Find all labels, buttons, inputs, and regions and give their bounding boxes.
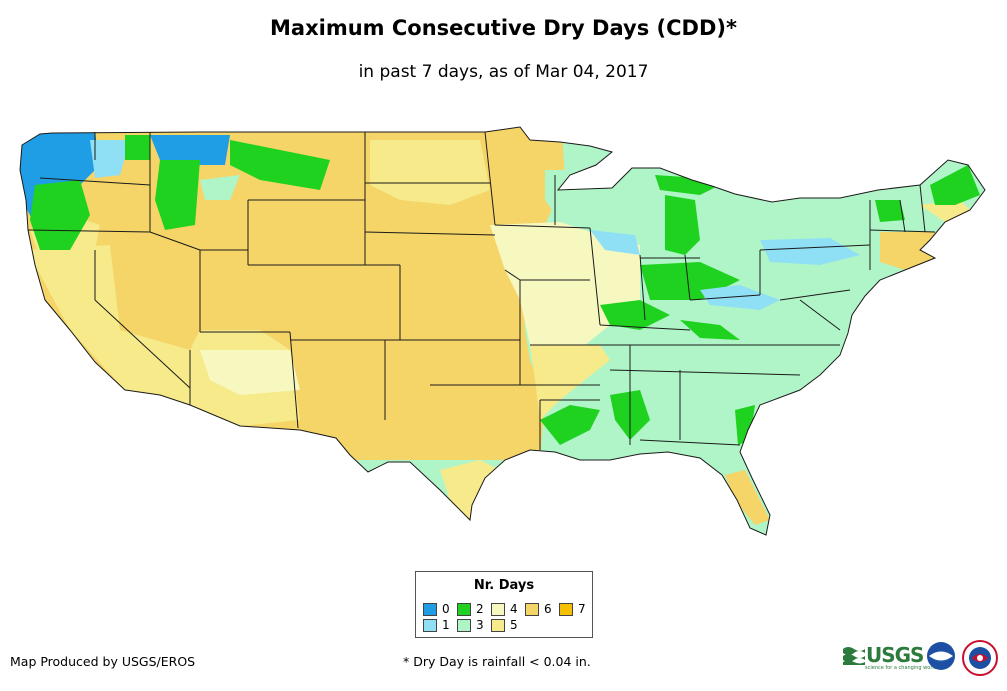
legend-label-0: 0: [442, 602, 450, 616]
legend-label-4: 4: [510, 602, 518, 616]
usgs-wave-icon: [843, 647, 865, 665]
legend-swatch-1: [423, 618, 437, 632]
legend-swatch-3: [457, 618, 471, 632]
legend-label-5: 5: [510, 618, 518, 632]
dry-day-footnote: * Dry Day is rainfall < 0.04 in.: [403, 654, 591, 669]
legend-item-3: 3: [457, 618, 484, 632]
legend-swatch-6: [525, 602, 539, 616]
usgs-tagline: science for a changing world: [865, 665, 937, 671]
legend-title: Nr. Days: [473, 578, 535, 593]
map-subtitle: in past 7 days, as of Mar 04, 2017: [358, 62, 649, 82]
legend: Nr. Days 0 1 2 3 4 5 6 7: [415, 571, 593, 638]
legend-swatch-4: [491, 602, 505, 616]
usgs-logo: USGS science for a changing world: [843, 643, 937, 671]
map-title: Maximum Consecutive Dry Days (CDD)*: [270, 16, 737, 40]
legend-label-6: 6: [544, 602, 552, 616]
legend-label-2: 2: [476, 602, 484, 616]
legend-item-1: 1: [423, 618, 450, 632]
legend-swatch-7: [559, 602, 573, 616]
legend-label-1: 1: [442, 618, 450, 632]
legend-label-7: 7: [578, 602, 586, 616]
legend-swatch-5: [491, 618, 505, 632]
cdd-raster: [20, 127, 985, 535]
legend-item-5: 5: [491, 618, 518, 632]
nws-logo-icon: [962, 640, 998, 676]
noaa-logo-icon: [927, 642, 955, 670]
legend-label-3: 3: [476, 618, 484, 632]
legend-swatch-2: [457, 602, 471, 616]
legend-swatch-0: [423, 602, 437, 616]
legend-item-7: 7: [559, 602, 586, 616]
usgs-wordmark: USGS: [866, 643, 924, 667]
legend-item-4: 4: [491, 602, 518, 616]
legend-item-0: 0: [423, 602, 450, 616]
legend-item-2: 2: [457, 602, 484, 616]
state-boundaries: [19, 126, 986, 536]
legend-item-6: 6: [525, 602, 552, 616]
map-credit: Map Produced by USGS/EROS: [10, 654, 196, 669]
